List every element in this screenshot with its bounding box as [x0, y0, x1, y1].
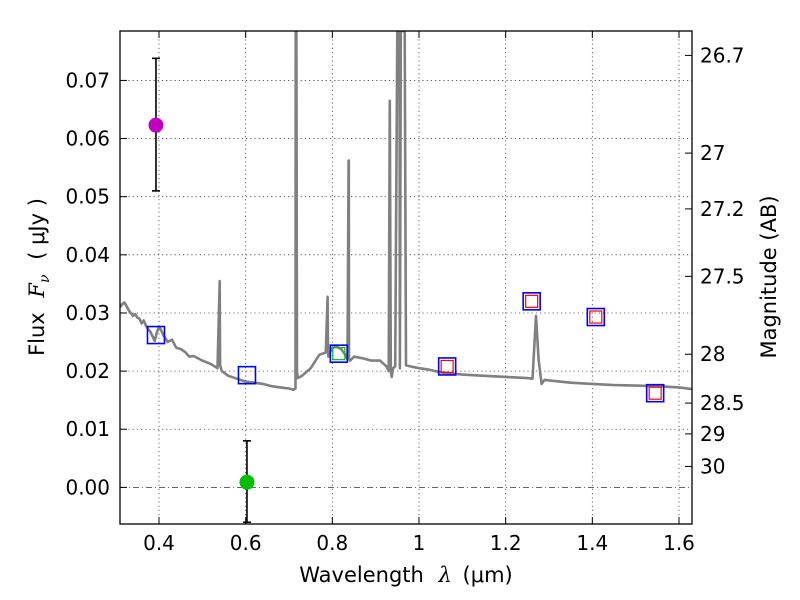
y-axis-symbol: F [25, 282, 49, 299]
observed-photometry-box-green [332, 347, 346, 361]
observed-photometry-box [589, 310, 603, 324]
x-tick-label: 0.4 [143, 531, 175, 555]
plot-frame [119, 30, 693, 525]
y-axis-subscript: ν [37, 274, 53, 283]
observed-photometry-box [440, 359, 454, 374]
x-tick-label: 1 [413, 531, 426, 555]
observed-photometry-box [525, 294, 539, 308]
ticks: 0.4 0.6 0.8 1 1.2 1.4 1.6 0.00 0.01 0.02 0.03 0.04 0… [65, 31, 745, 555]
sed-model-line [120, 31, 692, 391]
x-tick-label: 0.8 [316, 531, 348, 555]
model-photometry-box [522, 292, 541, 311]
y2-tick-label: 28.5 [700, 391, 745, 415]
y-tick-label: 0.06 [65, 127, 110, 151]
y2-tick-label: 27.2 [700, 197, 745, 221]
axes [119, 30, 693, 525]
y2-tick-label: 29 [700, 422, 725, 446]
y-tick-label: 0.05 [65, 185, 110, 209]
x-tick-label: 1.6 [663, 531, 695, 555]
x-axis-unit: (μm) [463, 563, 513, 587]
y2-tick-label: 30 [700, 454, 725, 478]
x-axis-title: Wavelength λ (μm) [299, 563, 512, 587]
x-tick-label: 1.4 [576, 531, 608, 555]
model-photometry-box [146, 325, 166, 345]
plot-area [120, 31, 692, 524]
y-tick-label: 0.01 [65, 417, 110, 441]
y2-tick-label: 28 [700, 342, 725, 366]
y2-tick-label: 27.5 [700, 264, 745, 288]
y2-axis-title: Magnitude (AB) [757, 195, 781, 358]
x-axis-symbol: λ [438, 563, 452, 587]
y-tick-label: 0.00 [65, 475, 110, 499]
model-photometry-box [645, 383, 665, 403]
y-tick-label: 0.07 [65, 68, 110, 92]
y-axis-unit: ( μJy ) [25, 198, 49, 260]
y2-tick-label: 27 [700, 141, 725, 165]
model-photometry-box [237, 365, 257, 385]
y-tick-label: 0.03 [65, 301, 110, 325]
detection-point [239, 474, 255, 490]
model-photometry-box [437, 357, 457, 376]
plot-clipped-group [120, 31, 692, 524]
detection-point [148, 117, 164, 133]
y-axis-label: Flux [25, 312, 49, 356]
x-tick-label: 1.2 [490, 531, 522, 555]
model-photometry-box [329, 344, 349, 363]
y-tick-label: 0.04 [65, 243, 110, 267]
x-axis-label: Wavelength [299, 563, 424, 587]
y-tick-label: 0.02 [65, 359, 110, 383]
x-tick-label: 0.6 [230, 531, 262, 555]
y2-tick-label: 26.7 [700, 43, 745, 67]
observed-photometry-box [648, 386, 662, 400]
y-axis-title: Flux Fν ( μJy ) [25, 198, 54, 356]
model-photometry-box [586, 307, 606, 327]
